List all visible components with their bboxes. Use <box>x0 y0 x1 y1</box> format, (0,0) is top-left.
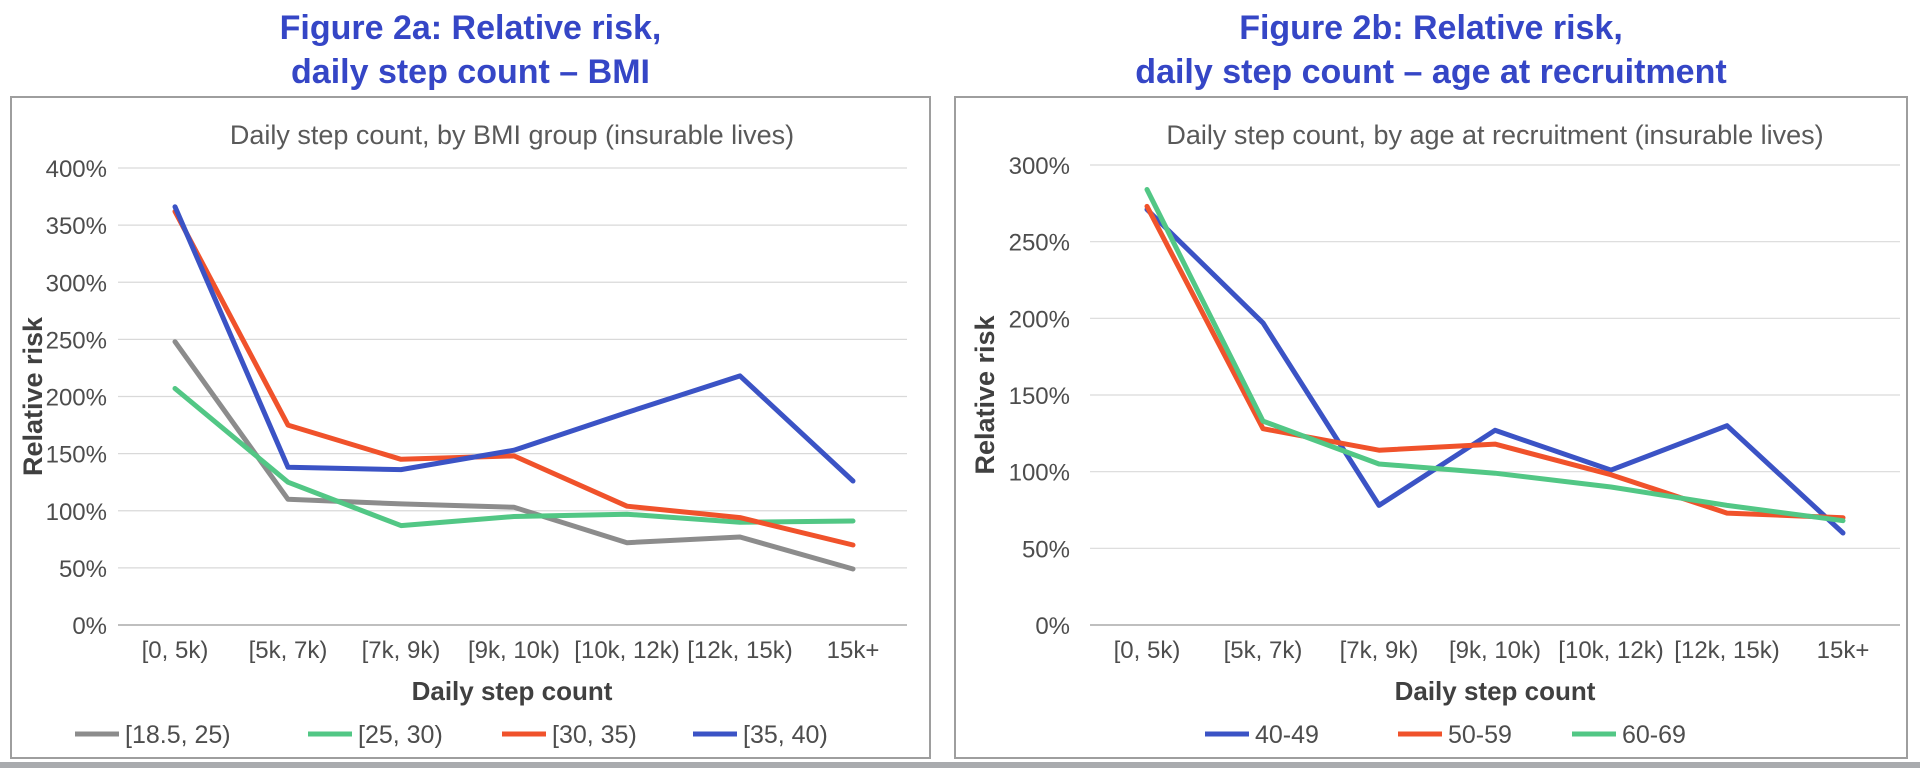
series-line--25-30- <box>172 386 856 529</box>
y-tick-label: 150% <box>1009 383 1070 410</box>
series-line-60-69 <box>1144 187 1846 524</box>
legend-label: 50-59 <box>1448 721 1512 749</box>
legend-label: [35, 40) <box>743 721 828 749</box>
figure-title-line-2: daily step count – age at recruitment <box>1135 53 1727 91</box>
y-tick-label: 300% <box>46 270 107 297</box>
y-axis-title: Relative risk <box>18 316 48 476</box>
legend-label: 40-49 <box>1255 721 1319 749</box>
figure-2a-panel: 0% 50% 100% 150% 200% 250% 300% 350% 400% Daily s… <box>10 96 931 759</box>
y-tick-label: 100% <box>1009 460 1070 487</box>
y-tick-label: 50% <box>1022 536 1070 563</box>
figure-2b-chart: 0% 50% 100% 150% 200% 250% 300% Daily step coun… <box>970 120 1900 749</box>
x-tick-label: 15k+ <box>827 637 880 664</box>
figure-2a: Figure 2a: Relative risk, daily step cou… <box>10 2 931 759</box>
x-tick-label: [9k, 10k) <box>1449 637 1541 664</box>
series-line--30-35- <box>172 208 856 548</box>
bottom-strip <box>0 762 1920 768</box>
y-tick-label: 150% <box>46 442 107 469</box>
y-tick-label: 350% <box>46 213 107 240</box>
x-tick-label: [12k, 15k) <box>1674 637 1779 664</box>
legend-label: [30, 35) <box>552 721 637 749</box>
legend-label: 60-69 <box>1622 721 1686 749</box>
legend-label: [18.5, 25) <box>125 721 231 749</box>
y-tick-label: 50% <box>59 556 107 583</box>
chart-title: Daily step count, by age at recruitment … <box>1166 120 1823 150</box>
legend-label: [25, 30) <box>358 721 443 749</box>
chart-title: Daily step count, by BMI group (insurabl… <box>230 120 794 150</box>
x-axis-title: Daily step count <box>412 676 613 706</box>
figure-title-line-2: daily step count – BMI <box>291 53 650 91</box>
y-axis-title: Relative risk <box>970 314 1000 474</box>
x-tick-label: [10k, 12k) <box>1558 637 1663 664</box>
x-tick-label: [0, 5k) <box>1114 637 1181 664</box>
x-tick-label: [5k, 7k) <box>249 637 328 664</box>
figure-2a-title: Figure 2a: Relative risk, daily step cou… <box>10 2 931 96</box>
figure-title-line-1: Figure 2b: Relative risk, <box>1239 9 1623 47</box>
y-tick-label: 0% <box>1035 613 1070 640</box>
x-tick-label: [9k, 10k) <box>468 637 560 664</box>
figure-2b-panel: 0% 50% 100% 150% 200% 250% 300% Daily step coun… <box>954 96 1908 759</box>
x-tick-label: [12k, 15k) <box>687 637 792 664</box>
x-tick-label: [7k, 9k) <box>362 637 441 664</box>
series-line--18-5-25- <box>172 339 856 572</box>
x-tick-label: [7k, 9k) <box>1340 637 1419 664</box>
y-tick-label: 300% <box>1009 153 1070 180</box>
x-tick-label: [10k, 12k) <box>574 637 679 664</box>
figure-title-line-1: Figure 2a: Relative risk, <box>279 9 662 47</box>
y-tick-label: 200% <box>46 385 107 412</box>
series-line-50-59 <box>1144 203 1846 521</box>
y-tick-label: 0% <box>72 613 107 640</box>
y-tick-label: 100% <box>46 499 107 526</box>
x-tick-label: 15k+ <box>1817 637 1870 664</box>
y-tick-label: 250% <box>46 327 107 354</box>
series-line--35-40- <box>172 204 856 484</box>
figure-2b-title: Figure 2b: Relative risk, daily step cou… <box>954 2 1908 96</box>
x-tick-label: [5k, 7k) <box>1224 637 1303 664</box>
y-tick-label: 250% <box>1009 230 1070 257</box>
y-tick-label: 200% <box>1009 306 1070 333</box>
y-tick-label: 400% <box>46 156 107 183</box>
x-tick-label: [0, 5k) <box>142 637 209 664</box>
figure-2b: Figure 2b: Relative risk, daily step cou… <box>954 2 1908 759</box>
series-line-40-49 <box>1144 207 1846 536</box>
x-axis-title: Daily step count <box>1395 676 1596 706</box>
figure-2a-chart: 0% 50% 100% 150% 200% 250% 300% 350% 400% Daily s… <box>18 120 907 749</box>
